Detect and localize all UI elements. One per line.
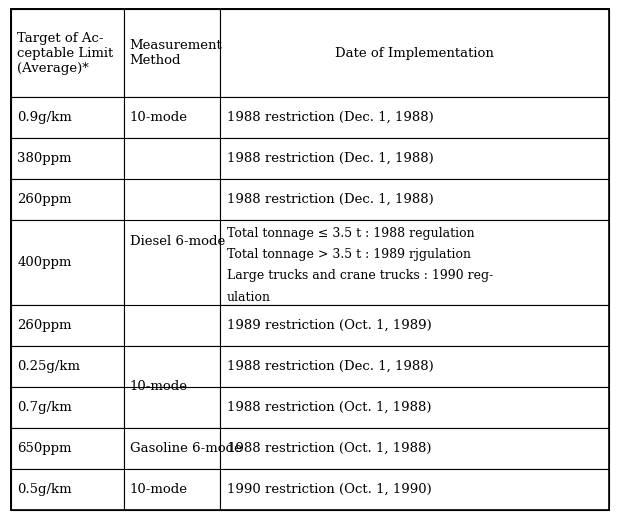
Bar <box>11 179 123 220</box>
Bar <box>220 97 609 138</box>
Text: Diesel 6-mode: Diesel 6-mode <box>130 235 225 248</box>
Text: 1988 restriction (Dec. 1, 1988): 1988 restriction (Dec. 1, 1988) <box>226 111 433 124</box>
Bar <box>220 138 609 179</box>
Bar <box>123 346 220 428</box>
Text: 10-mode: 10-mode <box>130 483 188 496</box>
Bar <box>11 9 123 97</box>
Bar <box>123 428 220 469</box>
Text: 0.7g/km: 0.7g/km <box>17 401 72 414</box>
Text: 0.25g/km: 0.25g/km <box>17 360 81 373</box>
Text: Date of Implementation: Date of Implementation <box>335 47 494 60</box>
Bar <box>123 469 220 510</box>
Text: Gasoline 6-mode: Gasoline 6-mode <box>130 442 242 455</box>
Bar <box>220 387 609 428</box>
Bar <box>220 428 609 469</box>
Bar <box>11 387 123 428</box>
Bar <box>220 9 609 97</box>
Text: Measurement
Method: Measurement Method <box>130 39 223 67</box>
Text: 0.5g/km: 0.5g/km <box>17 483 72 496</box>
Bar <box>11 97 123 138</box>
Text: 380ppm: 380ppm <box>17 152 72 165</box>
Bar <box>220 220 609 305</box>
Text: 1988 restriction (Oct. 1, 1988): 1988 restriction (Oct. 1, 1988) <box>226 442 431 455</box>
Bar <box>123 9 220 97</box>
Bar <box>220 305 609 346</box>
Text: Large trucks and crane trucks : 1990 reg-: Large trucks and crane trucks : 1990 reg… <box>226 269 493 282</box>
Bar <box>123 97 220 138</box>
Text: 1988 restriction (Dec. 1, 1988): 1988 restriction (Dec. 1, 1988) <box>226 152 433 165</box>
Text: Total tonnage ≤ 3.5 t : 1988 regulation: Total tonnage ≤ 3.5 t : 1988 regulation <box>226 227 474 240</box>
Text: ulation: ulation <box>226 291 270 304</box>
Bar <box>11 138 123 179</box>
Text: 1989 restriction (Oct. 1, 1989): 1989 restriction (Oct. 1, 1989) <box>226 319 432 332</box>
Bar <box>220 469 609 510</box>
Text: Total tonnage > 3.5 t : 1989 rjgulation: Total tonnage > 3.5 t : 1989 rjgulation <box>226 248 471 261</box>
Text: 400ppm: 400ppm <box>17 256 72 269</box>
Text: 260ppm: 260ppm <box>17 319 72 332</box>
Bar <box>220 179 609 220</box>
Text: 650ppm: 650ppm <box>17 442 72 455</box>
Bar <box>123 138 220 346</box>
Text: Target of Ac-
ceptable Limit
(Average)*: Target of Ac- ceptable Limit (Average)* <box>17 32 113 75</box>
Text: 10-mode: 10-mode <box>130 380 188 393</box>
Text: 260ppm: 260ppm <box>17 193 72 206</box>
Text: 1988 restriction (Dec. 1, 1988): 1988 restriction (Dec. 1, 1988) <box>226 360 433 373</box>
Bar <box>220 346 609 387</box>
Bar <box>11 428 123 469</box>
Bar <box>11 305 123 346</box>
Bar <box>11 220 123 305</box>
Text: 1990 restriction (Oct. 1, 1990): 1990 restriction (Oct. 1, 1990) <box>226 483 432 496</box>
Text: 1988 restriction (Oct. 1, 1988): 1988 restriction (Oct. 1, 1988) <box>226 401 431 414</box>
Text: 0.9g/km: 0.9g/km <box>17 111 72 124</box>
Bar <box>11 469 123 510</box>
Bar <box>11 346 123 387</box>
Text: 10-mode: 10-mode <box>130 111 188 124</box>
Text: 1988 restriction (Dec. 1, 1988): 1988 restriction (Dec. 1, 1988) <box>226 193 433 206</box>
